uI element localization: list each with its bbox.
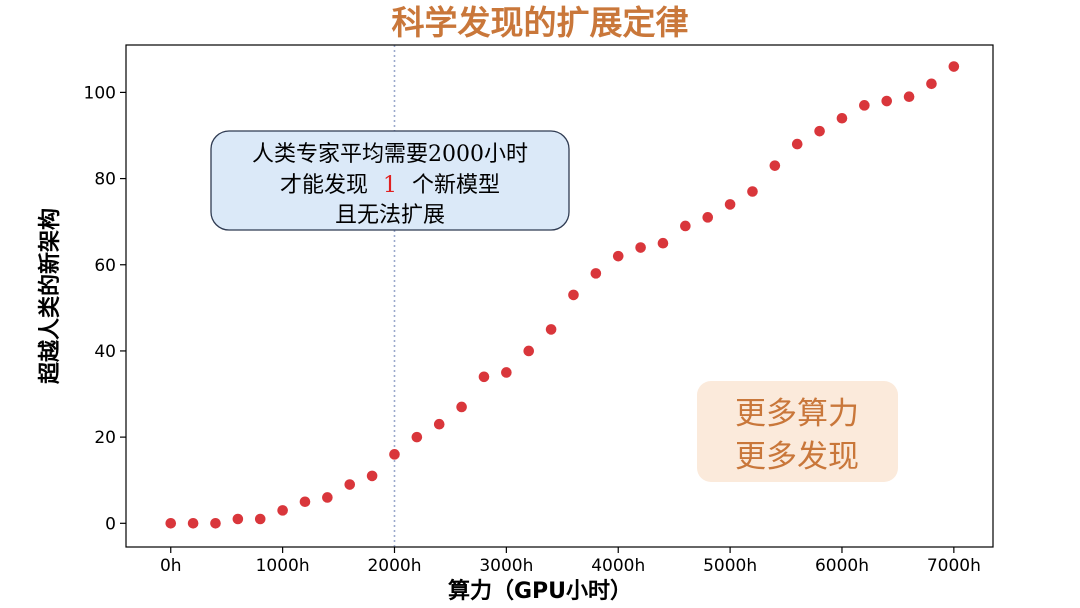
data-point: [791, 138, 803, 150]
data-point: [657, 237, 669, 249]
data-point: [926, 78, 937, 90]
callout-line-1: 更多算力: [735, 396, 859, 432]
data-point: [836, 112, 848, 124]
data-point: [232, 513, 244, 525]
y-tick-label: 100: [84, 83, 116, 103]
annotation-line-2: 才能发现 1 个新模型: [280, 173, 500, 198]
scatter-series: [165, 61, 960, 529]
y-tick-label: 40: [94, 342, 116, 362]
data-point: [210, 518, 221, 529]
data-point: [322, 492, 333, 503]
x-tick-label: 3000h: [479, 556, 533, 576]
data-point: [590, 268, 602, 279]
x-tick-label: 1000h: [256, 556, 310, 576]
annotation-line-3: 且无法扩展: [335, 203, 445, 228]
data-point: [769, 160, 781, 171]
data-point: [702, 212, 714, 223]
x-tick-label: 2000h: [367, 556, 421, 576]
y-axis-label: 超越人类的新架构: [37, 208, 63, 384]
data-point: [456, 401, 467, 413]
data-point: [814, 125, 825, 137]
annotation-line-2-prefix: 才能发现: [280, 173, 368, 198]
data-point: [903, 91, 915, 103]
data-point: [680, 220, 691, 232]
data-point: [344, 479, 356, 490]
data-point: [277, 505, 288, 516]
data-point: [299, 496, 311, 508]
data-point: [747, 186, 758, 197]
data-point: [881, 95, 893, 107]
x-tick-label: 5000h: [703, 556, 757, 576]
data-point: [612, 250, 624, 262]
x-axis-label: 算力（GPU小时）: [448, 578, 632, 604]
chart-title: 科学发现的扩展定律: [392, 3, 689, 42]
annotation-line-2-suffix: 个新模型: [412, 173, 500, 198]
x-tick-label: 7000h: [927, 556, 981, 576]
x-tick-label: 6000h: [815, 556, 869, 576]
callout-line-2: 更多发现: [735, 439, 859, 475]
data-point: [389, 449, 400, 460]
y-tick-label: 0: [105, 514, 116, 534]
data-point: [433, 418, 445, 430]
data-point: [948, 61, 960, 72]
callout-background: [697, 381, 898, 482]
data-point: [859, 100, 870, 111]
x-axis-ticks: 0h 1000h 2000h 3000h 4000h 5000h 6000h 7000h: [160, 547, 981, 576]
data-point: [635, 242, 646, 253]
data-point: [501, 367, 512, 378]
annotation-line-1: 人类专家平均需要2000小时: [252, 142, 528, 167]
data-point: [478, 371, 490, 383]
data-point: [165, 518, 177, 529]
y-tick-label: 20: [94, 428, 116, 448]
annotation-highlight-number: 1: [383, 173, 397, 198]
data-point: [724, 199, 736, 210]
plot-frame: [125, 44, 994, 548]
data-point: [187, 518, 199, 529]
data-point: [366, 470, 378, 482]
x-tick-label: 0h: [160, 556, 182, 576]
annotation-box-frame: [210, 130, 570, 231]
y-axis-ticks: 0 20 40 60 80 100: [84, 83, 126, 534]
data-point: [411, 431, 423, 443]
x-tick-label: 4000h: [591, 556, 645, 576]
data-point: [523, 345, 535, 357]
y-tick-label: 60: [94, 256, 116, 276]
callout-box: 更多算力 更多发现: [697, 381, 898, 482]
expert-annotation-box: 人类专家平均需要2000小时 才能发现 1 个新模型 且无法扩展: [210, 130, 570, 231]
data-point: [545, 324, 557, 335]
y-tick-label: 80: [94, 170, 116, 190]
data-point: [568, 289, 579, 301]
data-point: [254, 513, 266, 525]
